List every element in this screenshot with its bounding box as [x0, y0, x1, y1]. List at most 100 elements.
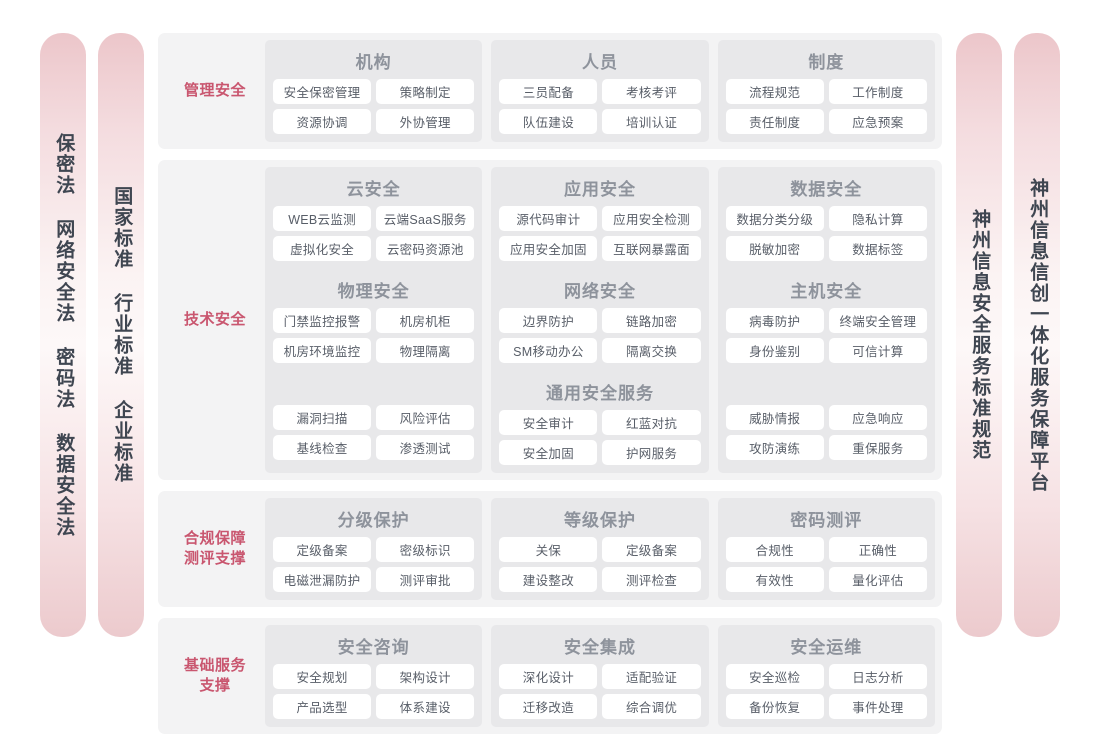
chip-隔离交换[interactable]: 隔离交换: [602, 338, 701, 363]
chip-资源协调[interactable]: 资源协调: [273, 109, 372, 134]
chip-物理隔离[interactable]: 物理隔离: [376, 338, 475, 363]
chip-WEB云监测[interactable]: WEB云监测: [273, 206, 372, 231]
chip-门禁监控报警[interactable]: 门禁监控报警: [273, 308, 372, 333]
chip-机房机柜[interactable]: 机房机柜: [376, 308, 475, 333]
chip-风险评估[interactable]: 风险评估: [376, 405, 475, 430]
chip-体系建设[interactable]: 体系建设: [376, 694, 475, 719]
chip-云密码资源池[interactable]: 云密码资源池: [376, 236, 475, 261]
chip-责任制度[interactable]: 责任制度: [725, 109, 824, 134]
chip-边界防护[interactable]: 边界防护: [499, 308, 598, 333]
chip-安全保密管理[interactable]: 安全保密管理: [273, 79, 372, 104]
block-等级保护: 等级保护关保 定级备案 建设整改 测评检查: [491, 498, 708, 600]
chip-链路加密[interactable]: 链路加密: [602, 308, 701, 333]
chip-建设整改[interactable]: 建设整改: [499, 567, 598, 592]
chip-grid: 门禁监控报警 机房机柜 机房环境监控 物理隔离: [273, 308, 475, 363]
chip-安全巡检[interactable]: 安全巡检: [725, 664, 824, 689]
chip-应用安全检测[interactable]: 应用安全检测: [602, 206, 701, 231]
chip-互联网暴露面[interactable]: 互联网暴露面: [602, 236, 701, 261]
chip-深化设计[interactable]: 深化设计: [499, 664, 598, 689]
chip-隐私计算[interactable]: 隐私计算: [828, 206, 927, 231]
chip-应用安全加固[interactable]: 应用安全加固: [499, 236, 598, 261]
column-classified-protection: 分级保护 定级备案 密级标识 电磁泄漏防护 测评审批: [265, 498, 483, 600]
chip-护网服务[interactable]: 护网服务: [602, 440, 701, 465]
chip-测评审批[interactable]: 测评审批: [376, 567, 475, 592]
chip-攻防演练[interactable]: 攻防演练: [725, 435, 824, 460]
column-security-integration: 安全集成 深化设计 适配验证 迁移改造 综合调优: [491, 625, 709, 727]
block-安全集成: 安全集成 深化设计 适配验证 迁移改造 综合调优: [491, 625, 708, 727]
chip-密级标识[interactable]: 密级标识: [376, 537, 475, 562]
chip-渗透测试[interactable]: 渗透测试: [376, 435, 475, 460]
chip-安全加固[interactable]: 安全加固: [499, 440, 598, 465]
chip-云端SaaS服务[interactable]: 云端SaaS服务: [376, 206, 475, 231]
chip-红蓝对抗[interactable]: 红蓝对抗: [602, 410, 701, 435]
chip-测评检查[interactable]: 测评检查: [602, 567, 701, 592]
chip-日志分析[interactable]: 日志分析: [828, 664, 927, 689]
chip-安全规划[interactable]: 安全规划: [273, 664, 372, 689]
chip-数据分类分级[interactable]: 数据分类分级: [725, 206, 824, 231]
block-通用安全服务: 通用安全服务安全审计 红蓝对抗 安全加固 护网服务: [491, 371, 708, 473]
chip-正确性[interactable]: 正确性: [828, 537, 927, 562]
chip-工作制度[interactable]: 工作制度: [828, 79, 927, 104]
chip-适配验证[interactable]: 适配验证: [602, 664, 701, 689]
chip-外协管理[interactable]: 外协管理: [376, 109, 475, 134]
chip-grid: 数据分类分级 隐私计算 脱敏加密 数据标签: [725, 206, 927, 261]
chip-策略制定[interactable]: 策略制定: [376, 79, 475, 104]
chip-定级备案[interactable]: 定级备案: [273, 537, 372, 562]
column-system: 制度 流程规范 工作制度 责任制度 应急预案: [717, 40, 935, 142]
chip-考核考评[interactable]: 考核考评: [602, 79, 701, 104]
chip-威胁情报[interactable]: 威胁情报: [725, 405, 824, 430]
chip-grid: 边界防护 链路加密 SM移动办公 隔离交换: [499, 308, 701, 363]
block-title: 安全运维: [790, 638, 863, 657]
chip-可信计算[interactable]: 可信计算: [828, 338, 927, 363]
chip-基线检查[interactable]: 基线检查: [273, 435, 372, 460]
chip-漏洞扫描[interactable]: 漏洞扫描: [273, 405, 372, 430]
chip-三员配备[interactable]: 三员配备: [499, 79, 598, 104]
chip-关保[interactable]: 关保: [499, 537, 598, 562]
laws-pillar: 保密法 网络安全法 密码法 数据安全法: [40, 33, 86, 637]
chip-机房环境监控[interactable]: 机房环境监控: [273, 338, 372, 363]
block-title: 等级保护: [563, 511, 636, 530]
column-group: 机构 安全保密管理 策略制定 资源协调 外协管理 人员 三员配备 考核考评 队伍建设 培训认证 制度…: [265, 40, 935, 142]
chip-grid: 威胁情报 应急响应 攻防演练 重保服务: [725, 405, 927, 460]
block-物理安全: 物理安全 门禁监控报警 机房机柜 机房环境监控 物理隔离: [265, 269, 482, 371]
chip-架构设计[interactable]: 架构设计: [376, 664, 475, 689]
chip-安全审计[interactable]: 安全审计: [499, 410, 598, 435]
chip-应急预案[interactable]: 应急预案: [828, 109, 927, 134]
chip-重保服务[interactable]: 重保服务: [828, 435, 927, 460]
chip-虚拟化安全[interactable]: 虚拟化安全: [273, 236, 372, 261]
row-label-basic-service-support: 基础服务 支撑: [183, 656, 246, 694]
chip-源代码审计[interactable]: 源代码审计: [499, 206, 598, 231]
chip-流程规范[interactable]: 流程规范: [725, 79, 824, 104]
chip-grid: 定级备案 密级标识 电磁泄漏防护 测评审批: [273, 537, 475, 592]
chip-合规性[interactable]: 合规性: [725, 537, 824, 562]
chip-身份鉴别[interactable]: 身份鉴别: [725, 338, 824, 363]
chip-SM移动办公[interactable]: SM移动办公: [499, 338, 598, 363]
chip-数据标签[interactable]: 数据标签: [828, 236, 927, 261]
chip-终端安全管理[interactable]: 终端安全管理: [828, 308, 927, 333]
chip-量化评估[interactable]: 量化评估: [828, 567, 927, 592]
chip-备份恢复[interactable]: 备份恢复: [725, 694, 824, 719]
block-title: 通用安全服务: [545, 384, 654, 403]
chip-病毒防护[interactable]: 病毒防护: [725, 308, 824, 333]
row-compliance-assurance: 合规保障 测评支撑 分级保护 定级备案 密级标识 电磁泄漏防护 测评审批 等级保护 关保 定级备…: [158, 491, 942, 607]
chip-grid: 深化设计 适配验证 迁移改造 综合调优: [499, 664, 701, 719]
chip-培训认证[interactable]: 培训认证: [602, 109, 701, 134]
chip-事件处理[interactable]: 事件处理: [828, 694, 927, 719]
block-主机安全: 主机安全 病毒防护 终端安全管理 身份鉴别 可信计算: [718, 269, 935, 371]
chip-grid: 漏洞扫描 风险评估 基线检查 渗透测试: [273, 405, 475, 460]
column-group: 分级保护 定级备案 密级标识 电磁泄漏防护 测评审批 等级保护 关保 定级备案 建设整改 测评检查…: [265, 498, 935, 600]
chip-产品选型[interactable]: 产品选型: [273, 694, 372, 719]
chip-迁移改造[interactable]: 迁移改造: [499, 694, 598, 719]
chip-队伍建设[interactable]: 队伍建设: [499, 109, 598, 134]
chip-应急响应[interactable]: 应急响应: [828, 405, 927, 430]
chip-脱敏加密[interactable]: 脱敏加密: [725, 236, 824, 261]
column-group: 安全咨询 安全规划 架构设计 产品选型 体系建设 安全集成 深化设计 适配验证 迁移改造 综合调优…: [265, 625, 935, 727]
block-安全运维: 安全运维安全巡检 日志分析 备份恢复 事件处理: [718, 625, 935, 727]
column-security-consulting: 安全咨询 安全规划 架构设计 产品选型 体系建设: [265, 625, 483, 727]
pillar-text: 国家标准 行业标准 企业标准: [111, 186, 133, 484]
chip-有效性[interactable]: 有效性: [725, 567, 824, 592]
chip-定级备案[interactable]: 定级备案: [602, 537, 701, 562]
chip-综合调优[interactable]: 综合调优: [602, 694, 701, 719]
chip-grid: 流程规范 工作制度 责任制度 应急预案: [725, 79, 927, 134]
chip-电磁泄漏防护[interactable]: 电磁泄漏防护: [273, 567, 372, 592]
